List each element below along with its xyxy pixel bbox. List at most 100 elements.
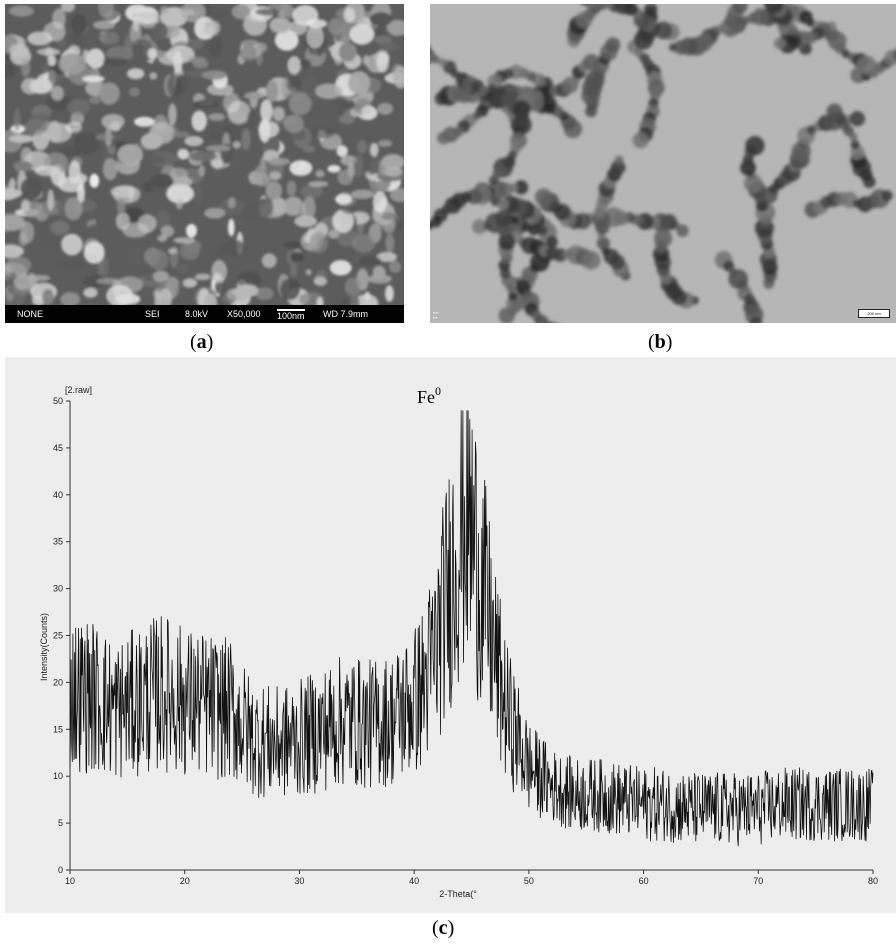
tem-particle [495, 209, 513, 227]
sem-particle [328, 229, 339, 239]
sem-info-bar: NONE SEI 8.0kV X50,000 100nm WD 7.9mm [5, 305, 404, 323]
sem-particle [389, 188, 404, 202]
sem-particle [283, 4, 295, 20]
tem-particle [857, 55, 877, 76]
x-tick-label: 10 [65, 876, 75, 886]
sem-particle [336, 145, 348, 158]
tem-particle [892, 48, 896, 61]
sem-particle [140, 132, 163, 150]
x-tick-label: 40 [409, 876, 419, 886]
caption-c: (c) [432, 917, 455, 939]
sem-particle [122, 222, 149, 238]
sem-particle [129, 87, 140, 97]
sem-particle [36, 48, 61, 56]
tem-particle [544, 320, 553, 323]
sem-particle [143, 181, 153, 193]
sem-particle [42, 288, 54, 305]
sem-particle [43, 21, 66, 42]
sem-particle [283, 196, 304, 216]
sem-particle [167, 45, 195, 64]
sem-particle [102, 145, 119, 164]
sem-particle [117, 196, 126, 215]
tem-particle [673, 40, 689, 55]
sem-particle [340, 298, 349, 305]
sem-particle [8, 134, 35, 143]
sem-scale: 100nm [277, 309, 305, 321]
tem-particle [438, 58, 448, 67]
sem-micrograph: NONE SEI 8.0kV X50,000 100nm WD 7.9mm [5, 4, 404, 323]
sem-particle [221, 239, 247, 258]
sem-particle [98, 4, 114, 18]
tem-scale-bar: 200 nm [858, 309, 890, 318]
sem-particle [308, 180, 329, 188]
sem-particle [201, 27, 216, 35]
sem-particle [349, 24, 375, 45]
sem-particle [275, 29, 299, 51]
sem-particle [267, 157, 291, 166]
x-tick-label: 60 [639, 876, 649, 886]
tem-particle [584, 4, 601, 10]
sem-particle [204, 207, 226, 219]
tem-particle [649, 90, 661, 102]
tem-particle [647, 4, 655, 6]
sem-particle [332, 209, 354, 234]
sem-particle [77, 183, 85, 203]
sem-particle [86, 221, 92, 228]
sem-particle [255, 43, 263, 67]
sem-particle [269, 171, 281, 180]
sem-particle [381, 154, 404, 170]
sem-particle [228, 218, 235, 237]
y-tick-label: 25 [53, 631, 63, 641]
sem-particle [182, 278, 197, 288]
tem-particle [536, 225, 548, 236]
sem-particle [343, 7, 356, 23]
sem-particle [364, 291, 371, 302]
sem-particle [309, 232, 329, 254]
sem-particle [372, 191, 387, 213]
sem-particle [186, 223, 197, 238]
sem-particle [189, 151, 217, 162]
sem-particle [329, 260, 352, 276]
x-axis-label: 2-Theta(° [439, 889, 477, 899]
sem-particle [45, 94, 74, 111]
sem-particle [95, 133, 116, 141]
sem-particle [364, 171, 372, 179]
sem-particle [5, 264, 12, 276]
tem-particle [508, 291, 518, 301]
tem-particle [472, 219, 488, 235]
sem-particle [227, 197, 236, 209]
sem-particle [337, 169, 354, 186]
sem-particle [60, 4, 76, 13]
sem-particle [47, 189, 55, 211]
sem-particle [110, 120, 121, 132]
sem-particle [382, 212, 396, 221]
tem-particle [430, 222, 434, 230]
tem-particle [546, 236, 558, 248]
x-tick-label: 30 [294, 876, 304, 886]
tem-particle [528, 224, 540, 236]
sem-particle [167, 74, 182, 98]
sem-particle [353, 154, 364, 178]
tem-particle [732, 4, 748, 14]
sem-particle [227, 100, 251, 125]
sem-particle [303, 146, 316, 153]
y-tick-label: 0 [58, 865, 63, 875]
tem-particle [668, 43, 677, 52]
sem-particle [260, 99, 273, 123]
tem-particle [747, 12, 758, 24]
sem-particle [338, 42, 357, 62]
sem-particle [168, 103, 177, 126]
sem-particle [350, 294, 360, 305]
y-tick-label: 30 [53, 584, 63, 594]
tem-particle [737, 4, 747, 6]
tem-particle [850, 140, 860, 150]
y-tick-label: 35 [53, 537, 63, 547]
sem-particle [20, 59, 31, 77]
y-axis-label: Intensity(Counts) [39, 613, 49, 681]
sem-particle [316, 296, 324, 305]
sem-particle [383, 166, 403, 177]
sem-particle [283, 114, 305, 134]
sem-particle [153, 114, 168, 132]
sem-particle [175, 264, 189, 273]
caption-a: (a) [190, 331, 214, 353]
